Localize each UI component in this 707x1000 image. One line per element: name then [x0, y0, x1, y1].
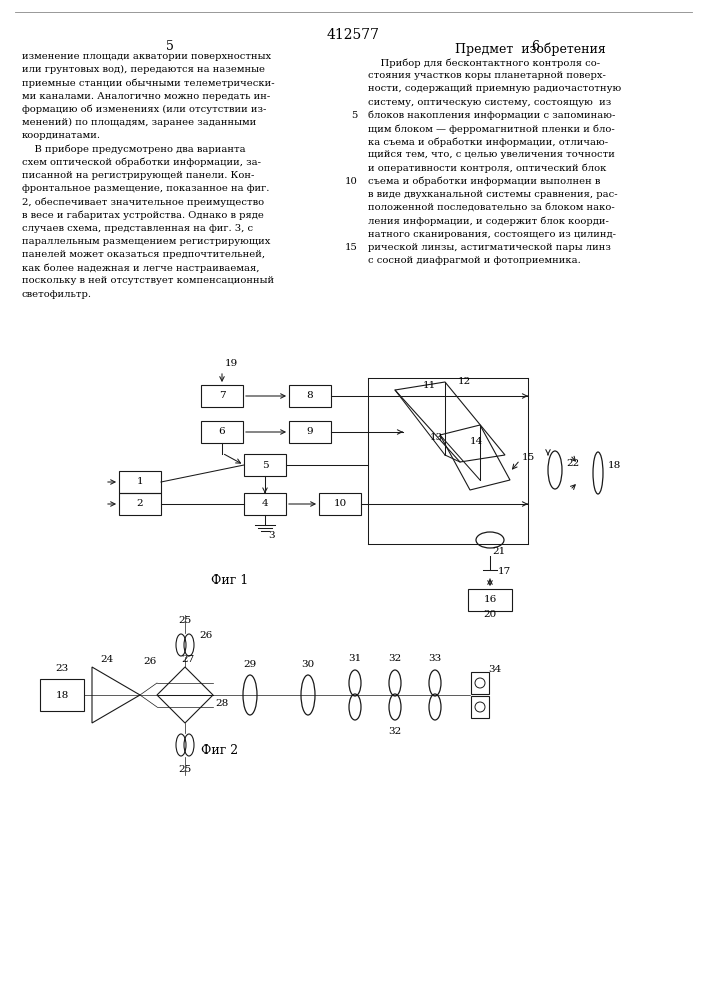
Text: 18: 18 [608, 462, 621, 471]
Text: схем оптической обработки информации, за-: схем оптической обработки информации, за… [22, 158, 261, 167]
Text: 5: 5 [351, 111, 358, 120]
Text: 34: 34 [488, 666, 501, 674]
Text: 2, обеспечивает значительное преимущество: 2, обеспечивает значительное преимуществ… [22, 197, 264, 207]
Text: приемные станции обычными телеметрически-: приемные станции обычными телеметрически… [22, 78, 274, 88]
Bar [244, 454, 286, 476]
Text: 15: 15 [345, 243, 358, 252]
Text: менений) по площадям, заранее заданными: менений) по площадям, заранее заданными [22, 118, 256, 127]
Text: рической линзы, астигматической пары линз: рической линзы, астигматической пары лин… [368, 243, 611, 252]
Text: в весе и габаритах устройства. Однако в ряде: в весе и габаритах устройства. Однако в … [22, 210, 264, 220]
Text: 412577: 412577 [327, 28, 380, 42]
Text: 10: 10 [345, 177, 358, 186]
Text: в виде двухканальной системы сравнения, рас-: в виде двухканальной системы сравнения, … [368, 190, 618, 199]
Text: Прибор для бесконтактного контроля со-: Прибор для бесконтактного контроля со- [368, 58, 600, 68]
Text: 14: 14 [470, 438, 484, 446]
Bar [201, 385, 243, 407]
Text: 27: 27 [181, 654, 194, 664]
Text: Предмет  изобретения: Предмет изобретения [455, 42, 605, 55]
Text: 21: 21 [492, 548, 506, 556]
Text: 32: 32 [388, 727, 402, 736]
Bar [119, 471, 161, 493]
Text: параллельным размещением регистрирующих: параллельным размещением регистрирующих [22, 237, 270, 246]
Text: 8: 8 [307, 391, 313, 400]
Text: формацию об изменениях (или отсутствии из-: формацию об изменениях (или отсутствии и… [22, 105, 267, 114]
Bar [244, 493, 286, 515]
Text: 4: 4 [262, 499, 269, 508]
Text: 23: 23 [55, 664, 69, 673]
Text: 13: 13 [430, 434, 443, 442]
Text: 6: 6 [531, 40, 539, 53]
Text: 9: 9 [307, 428, 313, 436]
Text: 20: 20 [484, 610, 496, 619]
Text: щийся тем, что, с целью увеличения точности: щийся тем, что, с целью увеличения точно… [368, 150, 615, 159]
Text: 3: 3 [268, 530, 274, 540]
Text: светофильтр.: светофильтр. [22, 290, 92, 299]
Text: натного сканирования, состоящего из цилинд-: натного сканирования, состоящего из цили… [368, 230, 616, 239]
Text: 10: 10 [334, 499, 346, 508]
Text: изменение площади акватории поверхностных: изменение площади акватории поверхностны… [22, 52, 271, 61]
Text: 32: 32 [388, 654, 402, 663]
Bar [289, 421, 331, 443]
Text: 5: 5 [262, 460, 269, 470]
Text: 6: 6 [218, 428, 226, 436]
Text: 26: 26 [199, 631, 212, 640]
Bar [471, 672, 489, 694]
Text: 19: 19 [225, 359, 238, 368]
Text: панелей может оказаться предпочтительней,: панелей может оказаться предпочтительней… [22, 250, 265, 259]
Text: 26: 26 [143, 658, 156, 666]
Text: 31: 31 [349, 654, 361, 663]
Text: 7: 7 [218, 391, 226, 400]
Text: блоков накопления информации с запоминаю-: блоков накопления информации с запоминаю… [368, 111, 615, 120]
Text: 2: 2 [136, 499, 144, 508]
Text: положенной последовательно за блоком нако-: положенной последовательно за блоком нак… [368, 203, 615, 212]
Text: ка съема и обработки информации, отличаю-: ка съема и обработки информации, отличаю… [368, 137, 608, 147]
Text: стояния участков коры планетарной поверх-: стояния участков коры планетарной поверх… [368, 71, 606, 80]
Text: 12: 12 [458, 377, 472, 386]
Text: 29: 29 [243, 660, 257, 669]
Text: Фиг 2: Фиг 2 [201, 744, 238, 756]
Text: Фиг 1: Фиг 1 [211, 574, 249, 586]
Text: писанной на регистрирующей панели. Кон-: писанной на регистрирующей панели. Кон- [22, 171, 255, 180]
Text: 24: 24 [100, 656, 113, 664]
Text: ности, содержащий приемную радиочастотную: ности, содержащий приемную радиочастотну… [368, 84, 621, 93]
Text: ми каналами. Аналогично можно передать ин-: ми каналами. Аналогично можно передать и… [22, 92, 270, 101]
Text: 1: 1 [136, 478, 144, 487]
Text: 18: 18 [55, 690, 69, 700]
Text: 25: 25 [178, 616, 192, 625]
Text: и оперативности контроля, оптический блок: и оперативности контроля, оптический бло… [368, 164, 607, 173]
Text: 11: 11 [423, 380, 436, 389]
Text: координатами.: координатами. [22, 131, 101, 140]
Bar [468, 589, 512, 611]
Text: поскольку в ней отсутствует компенсационный: поскольку в ней отсутствует компенсацион… [22, 276, 274, 285]
Text: щим блоком — ферромагнитной пленки и бло-: щим блоком — ферромагнитной пленки и бло… [368, 124, 615, 133]
Bar [289, 385, 331, 407]
Bar [319, 493, 361, 515]
Bar [201, 421, 243, 443]
Text: 30: 30 [301, 660, 315, 669]
Text: ления информации, и содержит блок коорди-: ления информации, и содержит блок коорди… [368, 216, 609, 226]
Text: съема и обработки информации выполнен в: съема и обработки информации выполнен в [368, 177, 600, 186]
Text: систему, оптическую систему, состоящую  из: систему, оптическую систему, состоящую и… [368, 98, 612, 107]
Text: 28: 28 [215, 698, 228, 708]
Text: 33: 33 [428, 654, 442, 663]
Text: В приборе предусмотрено два варианта: В приборе предусмотрено два варианта [22, 144, 245, 154]
Text: 25: 25 [178, 765, 192, 774]
Text: 15: 15 [522, 454, 535, 462]
Text: 22: 22 [566, 460, 579, 468]
Text: 5: 5 [166, 40, 174, 53]
Bar [119, 493, 161, 515]
Bar [40, 679, 84, 711]
Text: случаев схема, представленная на фиг. 3, с: случаев схема, представленная на фиг. 3,… [22, 224, 253, 233]
Text: фронтальное размещение, показанное на фиг.: фронтальное размещение, показанное на фи… [22, 184, 269, 193]
Bar [471, 696, 489, 718]
Text: как более надежная и легче настраиваемая,: как более надежная и легче настраиваемая… [22, 263, 259, 273]
Text: 17: 17 [498, 568, 511, 576]
Text: 16: 16 [484, 595, 496, 604]
Text: или грунтовых вод), передаются на наземные: или грунтовых вод), передаются на наземн… [22, 65, 265, 74]
Text: с сосной диафрагмой и фотоприемника.: с сосной диафрагмой и фотоприемника. [368, 256, 580, 265]
